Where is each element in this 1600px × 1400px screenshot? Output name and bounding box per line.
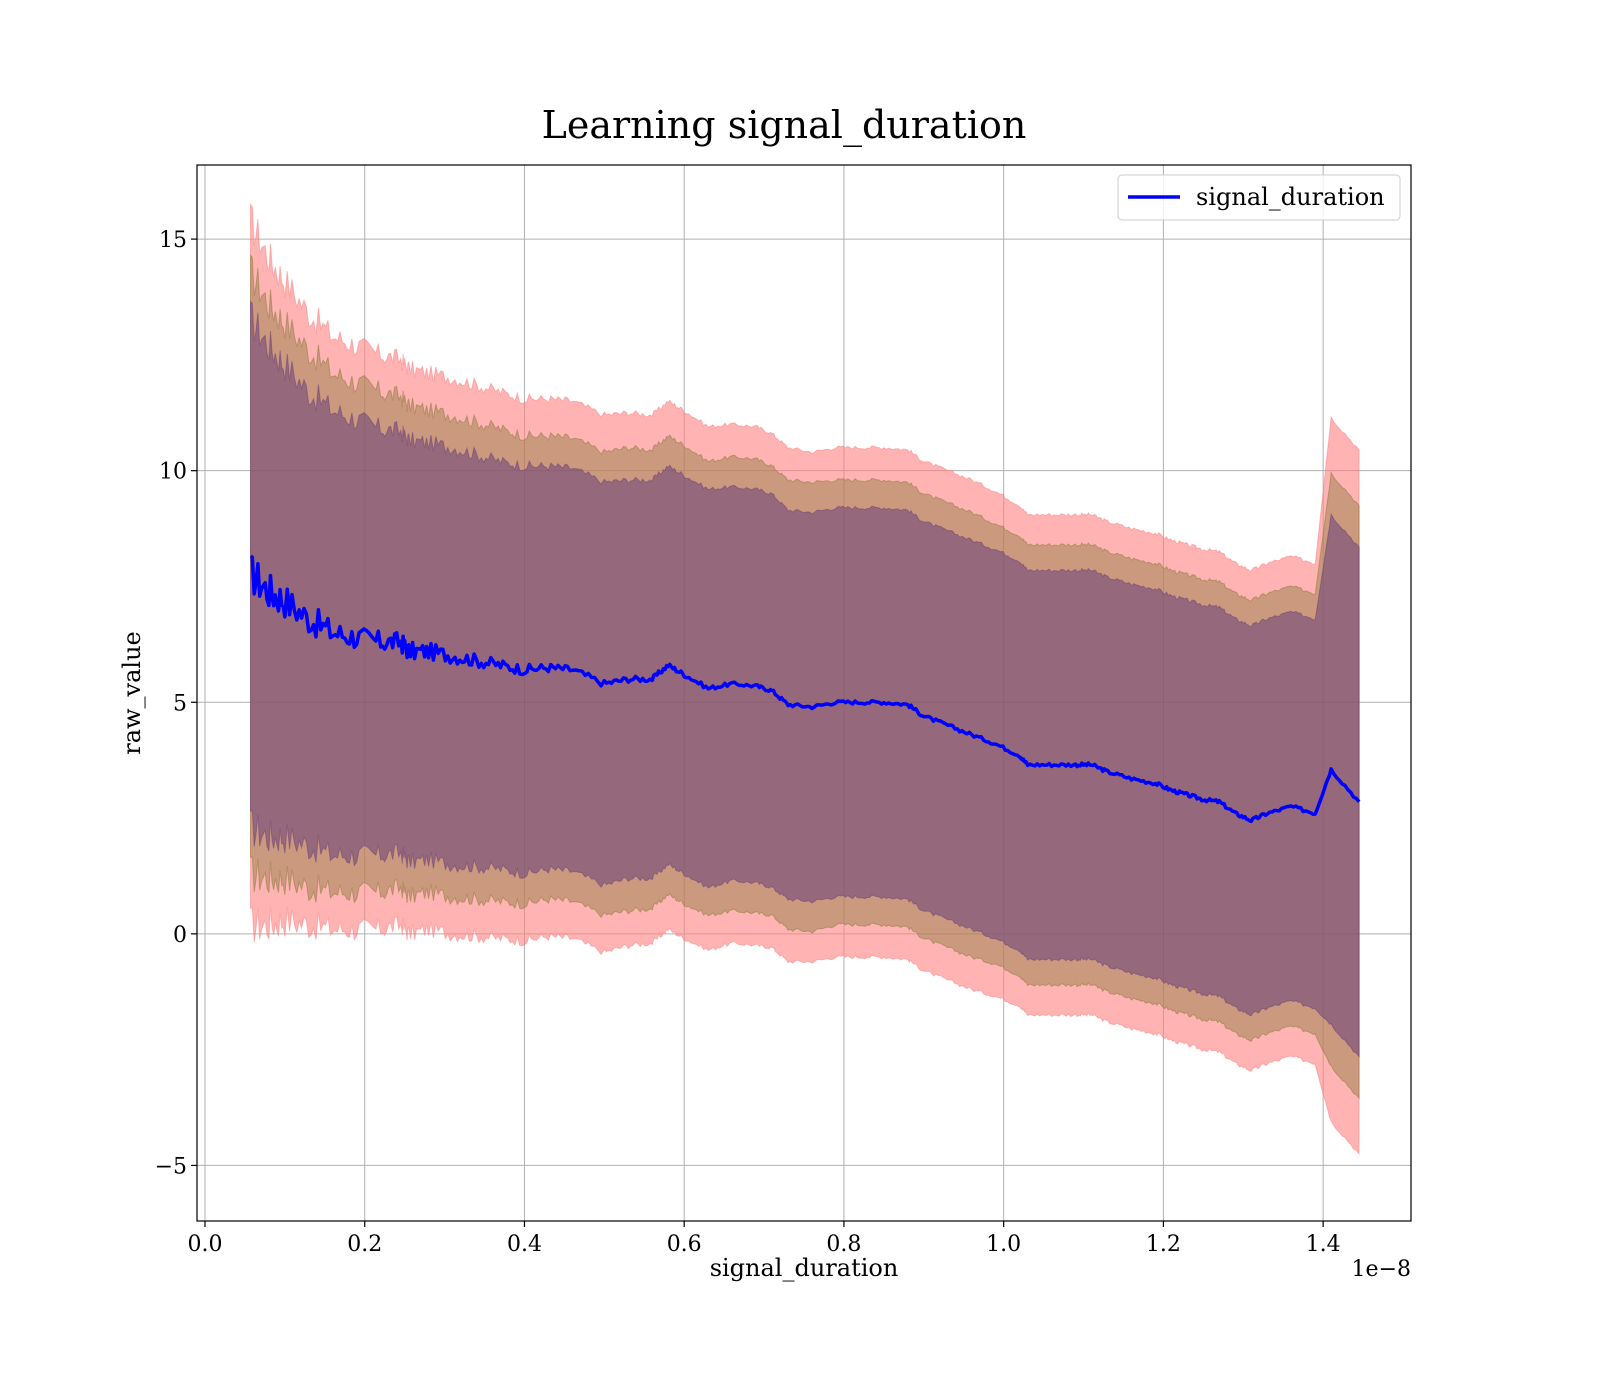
x-tick-label: 1.2 xyxy=(1146,1232,1181,1257)
y-tick-label: 10 xyxy=(159,460,187,485)
chart-title: Learning signal_duration xyxy=(542,103,1027,148)
legend: signal_duration xyxy=(1117,174,1401,221)
band-sigma-1 xyxy=(250,300,1360,1059)
y-tick-label: 15 xyxy=(159,228,187,253)
x-offset-label: 1e−8 xyxy=(1352,1257,1411,1282)
series-lines xyxy=(249,554,1361,824)
legend-label: signal_duration xyxy=(1196,183,1385,211)
y-axis-label: raw_value xyxy=(118,631,146,755)
x-tick-label: 0.8 xyxy=(826,1232,861,1257)
legend-box xyxy=(1117,174,1401,221)
x-tick-label: 0.2 xyxy=(347,1232,382,1257)
x-axis-label: signal_duration xyxy=(710,1254,899,1282)
series-line xyxy=(249,554,1361,824)
x-tick-label: 1.0 xyxy=(986,1232,1021,1257)
axis-ticks: 0.0 0.2 0.4 0.6 0.8 1.0 1.2 1.4 −5 0 5 10 15 xyxy=(155,228,1341,1257)
y-tick-label: 0 xyxy=(173,923,187,948)
y-tick-label: −5 xyxy=(155,1154,187,1179)
x-tick-label: 1.4 xyxy=(1306,1232,1341,1257)
x-tick-label: 0.0 xyxy=(187,1232,222,1257)
confidence-bands xyxy=(250,202,1360,1156)
x-tick-label: 0.6 xyxy=(667,1232,702,1257)
y-tick-label: 5 xyxy=(173,691,187,716)
plot-frame xyxy=(196,164,1412,1222)
x-tick-label: 0.4 xyxy=(507,1232,542,1257)
